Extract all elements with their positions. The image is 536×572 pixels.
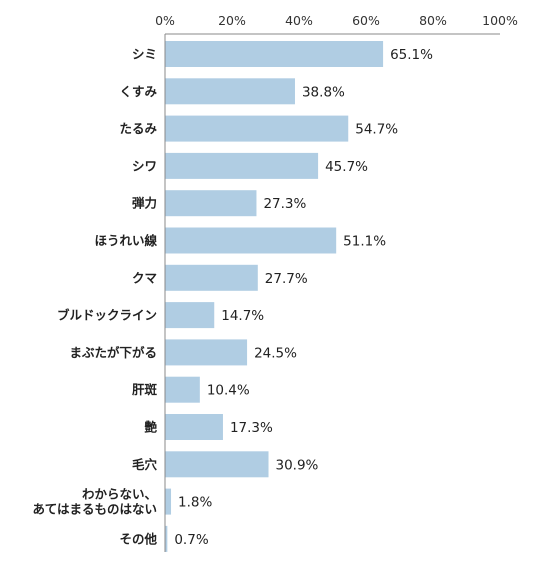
data-label: 30.9% [276,457,319,473]
data-label: 0.7% [174,532,208,548]
bar [165,41,384,67]
bar [165,339,248,366]
bar [165,525,168,552]
bar [165,264,258,291]
category-label: 艶 [144,420,157,435]
category-label: シワ [132,158,157,173]
bar [165,376,200,403]
data-label: 17.3% [230,420,273,436]
data-label: 27.3% [263,196,306,212]
category-label: 毛穴 [132,457,158,472]
bar [165,152,319,179]
x-tick-label: 40% [285,13,313,28]
data-label: 38.8% [302,84,345,100]
category-label: ブルドックライン [57,308,157,323]
x-tick-label: 20% [218,13,246,28]
data-label: 54.7% [355,122,398,138]
category-label: その他 [119,531,157,546]
category-labels: シミくすみたるみシワ弾力ほうれい線クマブルドックラインまぶたが下がる肝斑艶毛穴わ… [32,47,157,547]
category-label: わからない、あてはまるものはない [32,487,157,517]
bar [165,302,215,329]
value-labels: 65.1% 38.8% 54.7% 45.7% 27.3% 51.1% 27.7% 14.7%… [174,47,433,548]
category-label: 弾力 [132,196,157,211]
x-tick-label: 80% [419,13,447,28]
axes [164,33,500,552]
bars [165,41,384,552]
x-axis-ticks: 0% 20% 40% 60% 80% 100% [155,13,518,28]
data-label: 27.7% [265,271,308,287]
data-label: 10.4% [207,383,250,399]
bar [165,414,223,440]
data-label: 24.5% [254,345,297,361]
bar [165,78,295,105]
bar [165,227,337,254]
bar [165,115,349,142]
category-label: くすみ [119,84,157,99]
data-label: 45.7% [325,159,368,175]
data-label: 51.1% [343,234,386,250]
data-label: 1.8% [178,495,212,511]
category-label: ほうれい線 [94,233,157,248]
category-label: シミ [132,47,157,62]
bar [165,190,257,217]
category-label: クマ [132,270,157,285]
category-label: 肝斑 [132,382,158,397]
category-label: たるみ [119,121,157,136]
x-tick-label: 100% [482,13,518,28]
x-tick-label: 0% [155,13,175,28]
bar [165,488,172,515]
data-label: 14.7% [221,308,264,324]
category-label: まぶたが下がる [69,345,157,360]
bar [165,451,269,478]
data-label: 65.1% [390,47,433,63]
x-tick-label: 60% [352,13,380,28]
